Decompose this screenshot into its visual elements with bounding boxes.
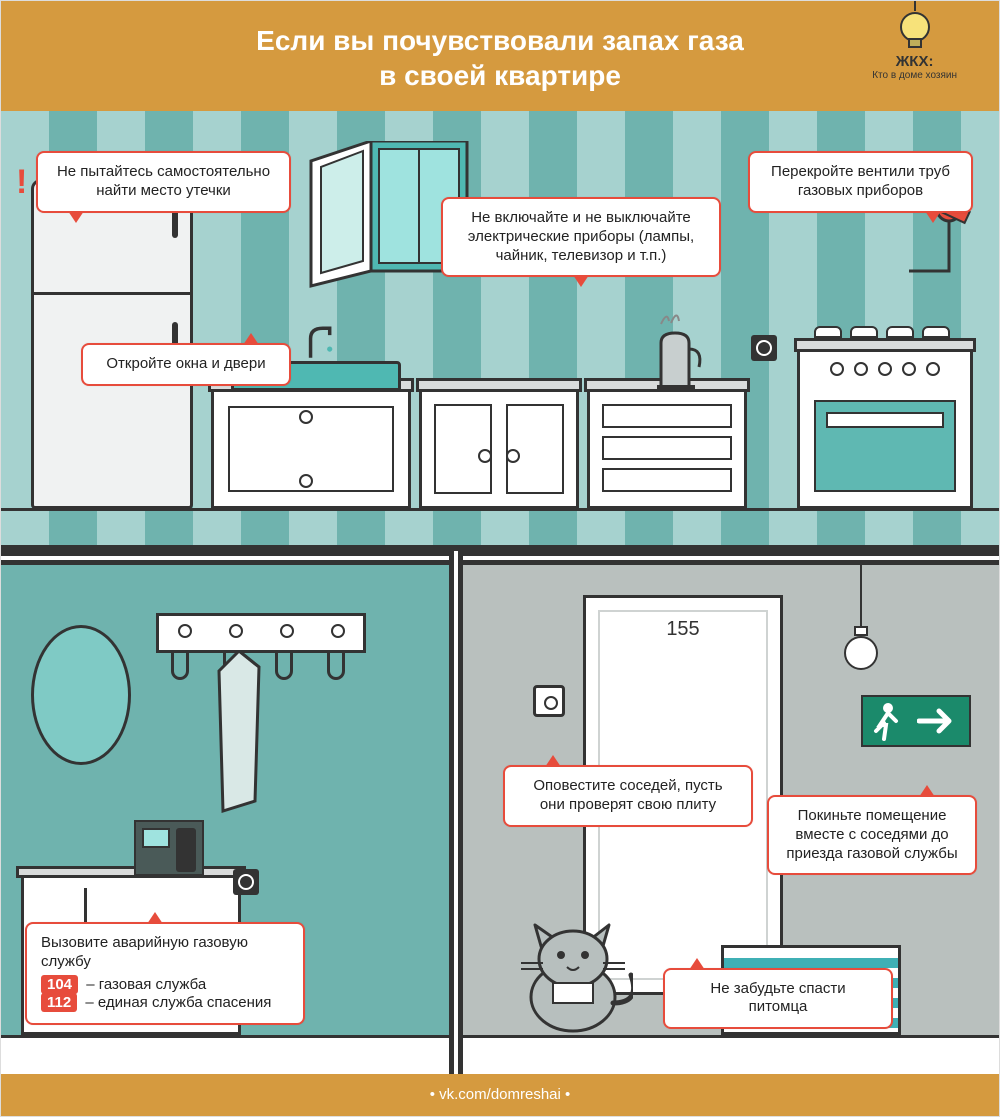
title-line-2: в своей квартире xyxy=(379,60,621,91)
entry-panel: Вызовите аварийную газовую службу 104 – … xyxy=(1,565,449,1075)
callout-close-valves: Перекройте вентили труб газовых приборов xyxy=(748,151,973,213)
doorbell-icon xyxy=(533,685,565,717)
callout-no-electrical: Не включайте и не выключайте электрическ… xyxy=(441,197,721,277)
callout-open-windows: Откройте окна и двери xyxy=(81,343,291,386)
callout-text: Откройте окна и двери xyxy=(106,355,265,372)
brand-subtitle: Кто в доме хозяин xyxy=(872,70,957,81)
kettle-icon xyxy=(649,309,709,389)
power-socket xyxy=(233,869,259,895)
faucet-icon xyxy=(301,323,341,363)
lightbulb-icon xyxy=(841,565,881,675)
header-bar: Если вы почувствовали запах газа в своей… xyxy=(1,1,999,111)
callout-text: Вызовите аварийную газовую службу xyxy=(41,934,289,972)
panel-divider-vertical xyxy=(449,551,463,1074)
towel xyxy=(209,651,289,821)
running-man-icon xyxy=(870,701,904,741)
exit-sign xyxy=(861,695,971,747)
door-number: 155 xyxy=(586,618,780,641)
counter-1 xyxy=(211,389,411,509)
callout-text: Не включайте и не выключайте электрическ… xyxy=(468,209,694,264)
mirror xyxy=(31,625,131,765)
lightbulb-icon xyxy=(895,0,935,51)
telephone-icon xyxy=(134,820,204,876)
footer-bar: • vk.com/domreshai • xyxy=(1,1074,999,1116)
counter-2 xyxy=(419,389,579,509)
callout-save-pet: Не забудьте спасти питомца xyxy=(663,968,893,1030)
callout-warn-neighbors: Оповестите соседей, пусть они проверят с… xyxy=(503,765,753,827)
callout-text: Оповестите соседей, пусть они проверят с… xyxy=(533,777,722,813)
callout-text: Перекройте вентили труб газовых приборов xyxy=(771,163,950,199)
coat-rack xyxy=(156,613,366,653)
callout-text: Не пытайтесь самостоятельно найти место … xyxy=(57,163,270,199)
infographic-page: Если вы почувствовали запах газа в своей… xyxy=(0,0,1000,1117)
power-socket xyxy=(751,335,777,361)
hallway-panel: 155 xyxy=(463,565,1000,1075)
callout-text: Не забудьте спасти питомца xyxy=(710,980,845,1016)
panel-divider-horizontal xyxy=(1,551,999,565)
cat-icon xyxy=(513,905,633,1035)
callout-leave-building: Покиньте помещение вместе с соседями до … xyxy=(767,795,977,875)
title-line-1: Если вы почувствовали запах газа xyxy=(256,25,744,56)
emergency-label-rescue: – единая служба спасения xyxy=(85,994,271,1011)
brand-block: ЖКХ: Кто в доме хозяин xyxy=(872,0,957,81)
brand-title: ЖКХ: xyxy=(872,53,957,70)
footer-link: vk.com/domreshai xyxy=(439,1086,561,1103)
callout-text: Покиньте помещение вместе с соседями до … xyxy=(786,807,957,862)
emergency-number-rescue: 112 xyxy=(41,993,77,1012)
page-title: Если вы почувствовали запах газа в своей… xyxy=(1,1,999,93)
kitchen-panel: ! Не пытайтесь самостоятельно найти мест… xyxy=(1,111,1000,551)
stove xyxy=(797,349,973,509)
counter-3 xyxy=(587,389,747,509)
emergency-number-gas: 104 xyxy=(41,975,78,994)
callout-no-search-leak: ! Не пытайтесь самостоятельно найти мест… xyxy=(36,151,291,213)
emergency-label-gas: – газовая служба xyxy=(86,976,206,993)
warning-icon: ! xyxy=(16,161,27,204)
arrow-right-icon xyxy=(917,708,963,734)
callout-call-emergency: Вызовите аварийную газовую службу 104 – … xyxy=(25,922,305,1025)
